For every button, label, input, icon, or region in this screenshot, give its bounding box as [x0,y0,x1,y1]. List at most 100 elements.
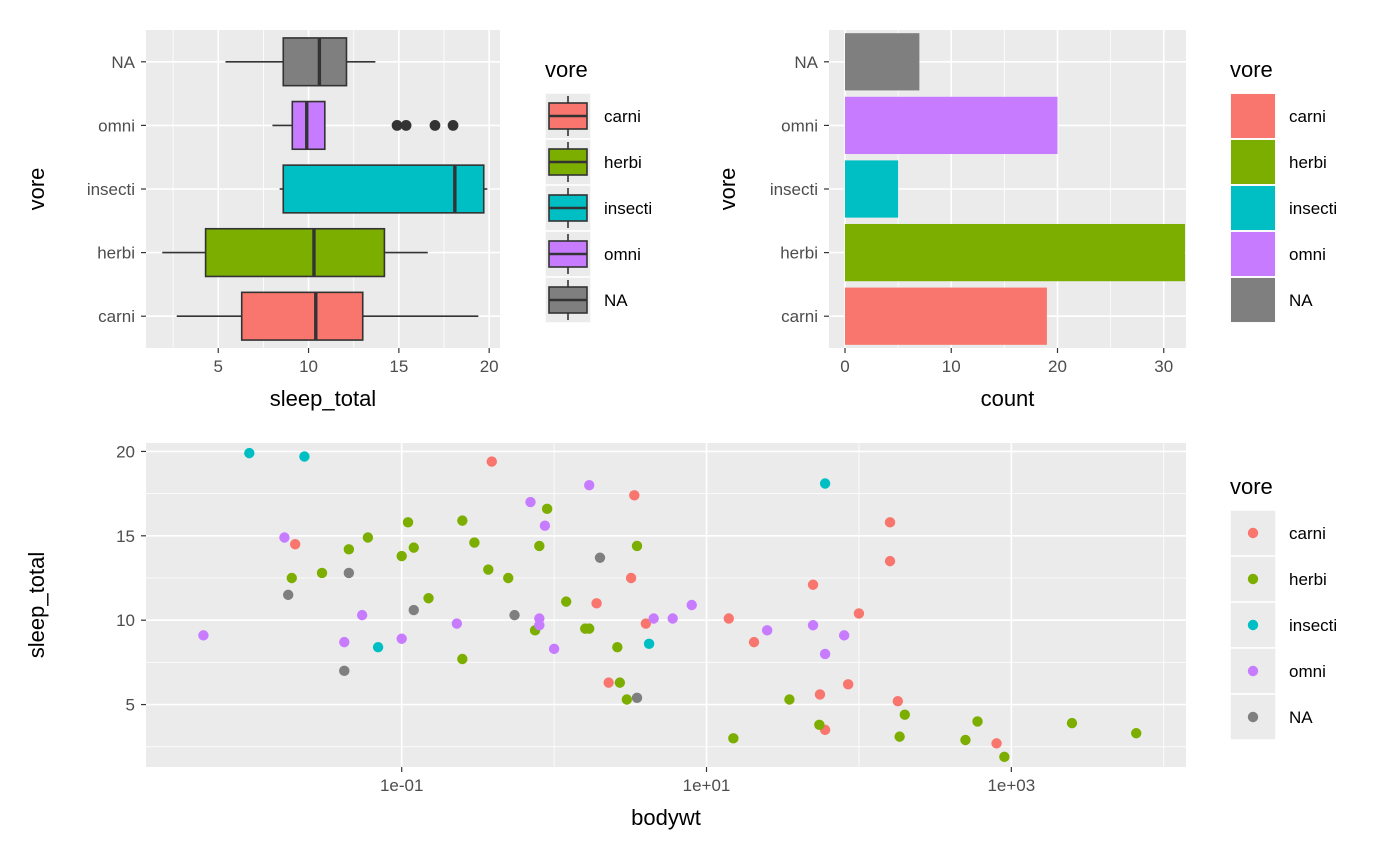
legend-item-herbi: herbi [1229,138,1327,186]
scatter-chart: 1e-01 1e+01 1e+03 5 10 15 20 bodywt sleep_total v… [24,442,1337,830]
scatter-panel [146,443,1186,767]
y-tick-label: herbi [780,244,818,263]
point-herbi [612,641,623,653]
point-herbi [728,733,739,744]
point-omni [356,609,368,621]
legend-point-swatch [1247,573,1259,585]
point-na [594,552,606,563]
x-tick-label: 20 [1048,357,1067,376]
point-herbi [784,694,795,705]
point-na [408,604,419,616]
box-iqr [240,291,364,341]
point-herbi [631,540,643,552]
legend-label: omni [604,245,641,264]
point-carni [289,539,301,550]
box-iqr [282,164,485,214]
legend-item-insecti: insecti [544,184,652,232]
y-tick-label: NA [111,53,135,72]
legend-label: herbi [1289,570,1327,589]
point-omni [761,625,773,636]
legend-label: herbi [604,153,642,172]
y-tick-label: omni [781,116,818,135]
legend-fill-swatch [1231,94,1275,138]
point-insecti [819,478,831,489]
legend-item-na: NA [1229,276,1313,324]
legend-label: omni [1289,662,1326,681]
point-herbi [814,719,825,731]
point-carni [486,456,497,467]
point-herbi [999,751,1010,763]
y-tick-label: 5 [126,696,135,715]
box-omni [272,100,459,151]
legend-label: insecti [1289,199,1337,218]
x-tick-label: 1e-01 [380,776,423,795]
point-omni [819,648,831,660]
legend-point-swatch [1247,665,1259,677]
point-omni [548,643,560,655]
point-carni [853,608,865,619]
x-tick-label: 1e+01 [683,776,731,795]
x-tick-label: 1e+03 [987,776,1035,795]
point-carni [884,555,896,567]
legend-item-carni: carni [544,92,641,140]
point-herbi [503,572,514,584]
box-herbi [162,227,428,278]
legend-item-carni: carni [1229,509,1326,557]
point-herbi [580,623,591,634]
series-omni [198,479,850,660]
point-carni [807,579,819,590]
legend-item-omni: omni [1229,647,1326,695]
legend-item-na: NA [544,276,628,324]
point-herbi [621,694,633,705]
point-herbi [614,677,626,688]
point-herbi [541,503,553,515]
x-tick-label: 15 [389,357,408,376]
point-carni [640,618,652,629]
legend-label: NA [1289,291,1313,310]
legend-point-swatch [1247,619,1259,631]
legend-label: NA [604,291,628,310]
point-omni [539,520,551,531]
y-axis-title: vore [715,168,740,211]
y-axis-title: sleep_total [24,552,49,658]
legend-label: insecti [1289,616,1337,635]
box-iqr [204,227,386,278]
y-tick-label: insecti [87,180,135,199]
legend-item-carni: carni [1229,92,1326,140]
bar-carni [845,287,1047,345]
series-insecti [244,447,831,653]
y-tick-label: omni [98,116,135,135]
point-na [509,609,520,621]
point-insecti [372,641,384,653]
series-herbi [286,503,1142,763]
box-insecti [279,164,488,214]
box-outlier [400,120,412,131]
legend-label: NA [1289,708,1313,727]
point-omni [396,633,407,644]
point-carni [591,598,602,609]
x-axis-title: count [981,386,1035,411]
point-herbi [457,653,468,665]
legend-title: vore [1230,474,1273,499]
point-na [343,567,355,579]
bar-herbi [845,223,1185,282]
y-tick-label: 10 [116,611,135,630]
box-iqr [291,100,326,151]
bar-chart: 0 10 20 30carniherbiinsectiomniNAcountvorev… [715,30,1337,411]
legend-fill-swatch [1231,140,1275,184]
y-tick-label: 20 [116,442,135,461]
point-herbi [423,593,434,604]
point-omni [198,630,209,641]
y-tick-label: herbi [97,244,135,263]
legend: vore carni herbi insecti omni NA [1229,57,1337,324]
point-omni [584,479,595,491]
point-omni [451,618,463,629]
legend-point-swatch [1247,527,1259,539]
x-tick-label: 10 [942,357,961,376]
point-omni [279,532,290,543]
point-carni [884,517,896,528]
y-tick-label: insecti [770,180,818,199]
point-carni [603,677,614,688]
point-carni [723,613,734,624]
